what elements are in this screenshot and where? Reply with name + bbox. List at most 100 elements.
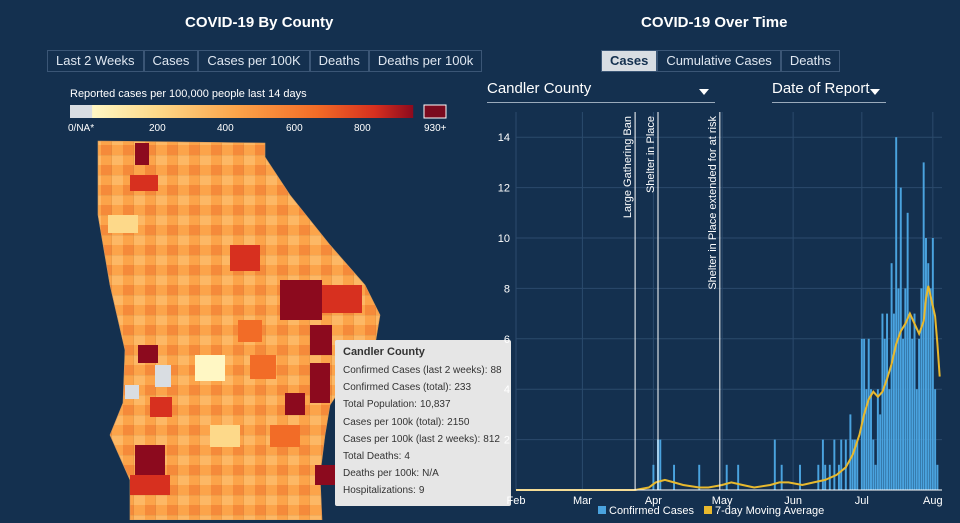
case-bar bbox=[773, 439, 776, 490]
x-tick-label: Feb bbox=[507, 495, 526, 507]
legend-max-swatch bbox=[423, 104, 447, 119]
tab-last-2-weeks[interactable]: Last 2 Weeks bbox=[47, 50, 144, 72]
tab-cases-per-100k[interactable]: Cases per 100K bbox=[198, 50, 310, 72]
case-bar bbox=[876, 389, 879, 490]
cases-over-time-chart: 2 4 6 8 10 12 14 Feb Mar Apr May Jun Jul Aug Large Gat… bbox=[498, 112, 943, 517]
case-bar bbox=[931, 238, 934, 490]
y-tick-label: 4 bbox=[504, 384, 510, 396]
tab-cumulative-cases[interactable]: Cumulative Cases bbox=[657, 50, 781, 72]
county-select[interactable]: Candler County bbox=[487, 80, 715, 103]
case-bar bbox=[895, 137, 898, 490]
x-tick-label: Jun bbox=[784, 495, 802, 507]
case-bar bbox=[906, 212, 909, 491]
y-tick-label: 10 bbox=[498, 233, 510, 245]
case-bar bbox=[849, 414, 852, 490]
date-type-select-value: Date of Report bbox=[772, 80, 870, 97]
moving-average-line bbox=[516, 285, 941, 491]
case-bar bbox=[922, 162, 925, 490]
case-bar bbox=[856, 439, 859, 490]
case-bar bbox=[799, 464, 801, 490]
x-tick-label: Aug bbox=[923, 495, 943, 507]
date-type-select[interactable]: Date of Report bbox=[772, 80, 886, 103]
case-bar bbox=[927, 263, 930, 490]
case-bar bbox=[725, 464, 728, 490]
case-bar bbox=[853, 439, 856, 490]
y-tick-label: 14 bbox=[498, 132, 510, 144]
case-bar bbox=[929, 288, 932, 490]
legend-max-label: 930+ bbox=[424, 123, 447, 134]
case-bar bbox=[936, 464, 939, 490]
case-bar bbox=[918, 338, 921, 490]
x-tick-label: Mar bbox=[573, 495, 592, 507]
legend-title: Reported cases per 100,000 people last 1… bbox=[70, 88, 307, 100]
case-bar bbox=[924, 238, 927, 490]
case-bar bbox=[870, 389, 872, 490]
case-bar bbox=[659, 439, 662, 490]
case-bar bbox=[908, 313, 911, 490]
case-bar bbox=[911, 338, 914, 490]
case-bar bbox=[867, 338, 870, 490]
legend-tick-600: 600 bbox=[286, 123, 303, 134]
tab-deaths-per-100k[interactable]: Deaths per 100k bbox=[368, 50, 483, 72]
event-annotation-label: Shelter in Place bbox=[645, 116, 657, 193]
case-bar bbox=[840, 439, 843, 490]
case-bar bbox=[879, 414, 882, 490]
case-bar bbox=[817, 464, 820, 490]
case-bar bbox=[860, 338, 863, 490]
case-bar bbox=[888, 389, 891, 490]
tooltip-row: Confirmed Cases (total): 233 bbox=[343, 382, 472, 394]
right-panel-title: COVID-19 Over Time bbox=[641, 14, 788, 31]
legend-label-confirmed-cases: Confirmed Cases bbox=[609, 505, 694, 517]
legend-na-label: 0/NA* bbox=[68, 123, 94, 134]
chevron-down-icon bbox=[699, 89, 709, 95]
tooltip-row: Deaths per 100k: N/A bbox=[343, 468, 439, 480]
case-bar bbox=[902, 338, 905, 490]
tooltip-row: Hospitalizations: 9 bbox=[343, 485, 425, 497]
tooltip-row: Cases per 100k (last 2 weeks): 812 bbox=[343, 433, 500, 445]
tooltip-row: Cases per 100k (total): 2150 bbox=[343, 416, 470, 428]
legend-tick-800: 800 bbox=[354, 123, 371, 134]
case-bar bbox=[915, 389, 918, 490]
tooltip-row: Total Deaths: 4 bbox=[343, 450, 410, 462]
case-bar bbox=[904, 288, 907, 490]
color-legend: 0/NA* 200 400 600 800 930+ bbox=[68, 104, 447, 134]
tab-cases-chart[interactable]: Cases bbox=[601, 50, 658, 72]
case-bar bbox=[833, 439, 836, 490]
legend-na-swatch bbox=[70, 105, 94, 118]
case-bar bbox=[872, 439, 875, 490]
case-bar bbox=[844, 439, 847, 490]
case-bar bbox=[892, 313, 895, 490]
event-annotation-label: Large Gathering Ban bbox=[622, 116, 634, 218]
case-bar bbox=[652, 464, 655, 490]
tab-deaths[interactable]: Deaths bbox=[309, 50, 369, 72]
chevron-down-icon bbox=[870, 89, 880, 95]
legend-label-moving-average: 7-day Moving Average bbox=[715, 505, 824, 517]
y-tick-label: 2 bbox=[504, 435, 510, 447]
y-tick-label: 8 bbox=[504, 283, 510, 295]
tab-deaths-chart[interactable]: Deaths bbox=[780, 50, 841, 72]
county-tooltip: Candler County Confirmed Cases (last 2 w… bbox=[335, 340, 511, 506]
x-tick-label: Apr bbox=[645, 495, 662, 507]
case-bar bbox=[737, 464, 740, 490]
case-bar bbox=[865, 389, 868, 490]
case-bar bbox=[886, 313, 889, 490]
legend-tick-200: 200 bbox=[149, 123, 166, 134]
case-bar bbox=[913, 313, 916, 490]
county-select-value: Candler County bbox=[487, 80, 592, 97]
map-highlight-counties bbox=[108, 143, 362, 495]
right-tab-row: Cases Cumulative Cases Deaths bbox=[601, 50, 841, 72]
georgia-county-map[interactable] bbox=[90, 135, 390, 520]
case-bar bbox=[698, 464, 701, 490]
case-bar bbox=[673, 464, 676, 490]
legend-swatch-moving-average bbox=[704, 506, 712, 514]
case-bar bbox=[851, 439, 854, 490]
case-bar bbox=[881, 313, 884, 490]
legend-tick-400: 400 bbox=[217, 123, 234, 134]
event-annotation-label: Shelter in Place extended for at risk bbox=[707, 116, 719, 290]
left-tab-row: Last 2 Weeks Cases Cases per 100K Deaths… bbox=[47, 50, 483, 72]
case-bar bbox=[837, 464, 840, 490]
case-bar bbox=[920, 288, 923, 490]
tab-cases[interactable]: Cases bbox=[143, 50, 199, 72]
x-tick-label: May bbox=[712, 495, 733, 507]
case-bar bbox=[821, 439, 824, 490]
